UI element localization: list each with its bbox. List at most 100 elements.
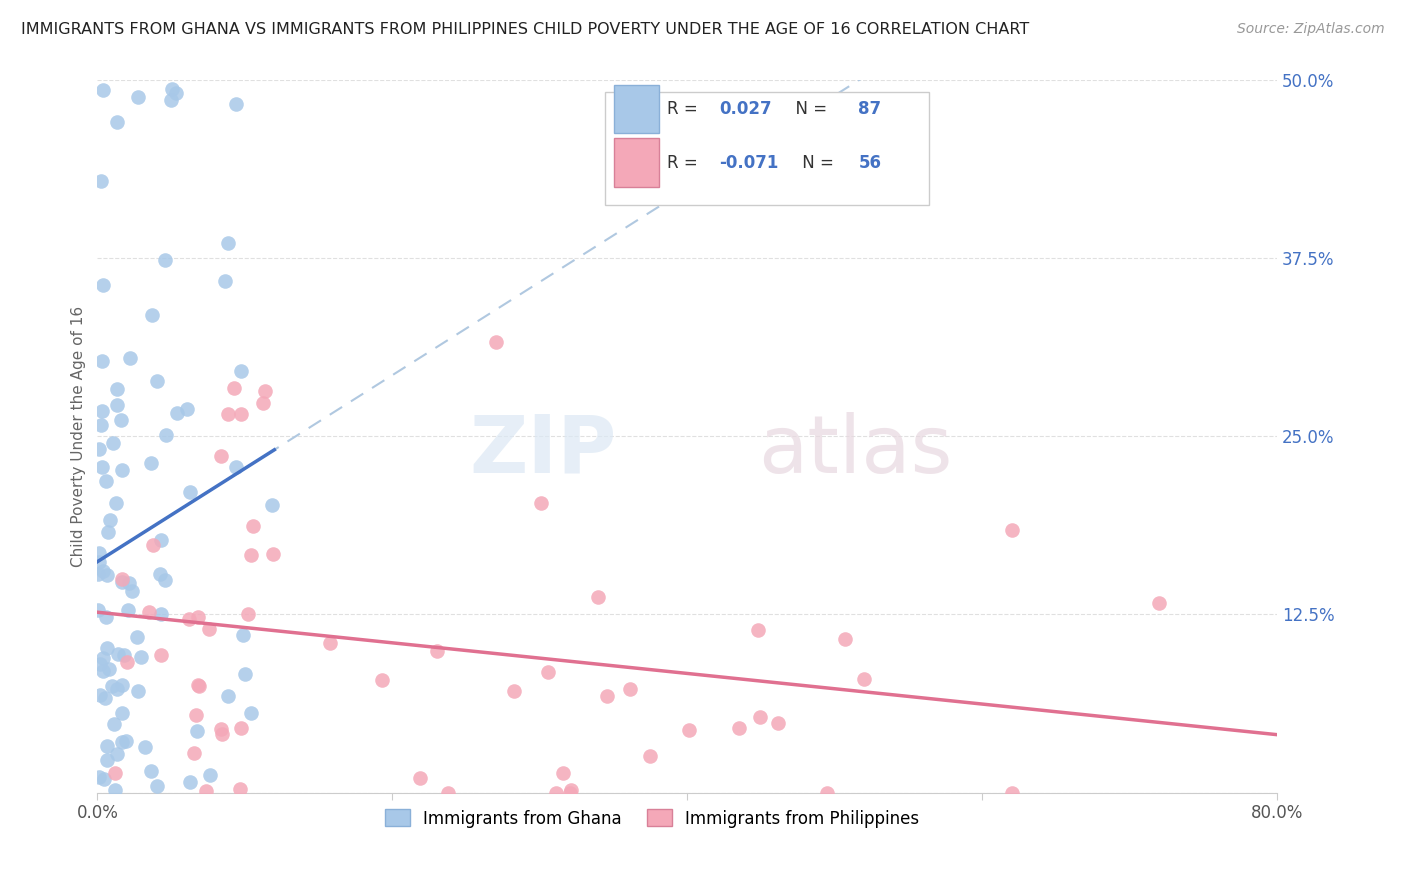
Point [503, 684, 526, 698]
Point [117, 576, 139, 591]
Point [165, 86, 187, 100]
Point [437, 786, 460, 800]
Point [560, 783, 582, 797]
Point [640, 748, 662, 763]
Point [187, 678, 209, 692]
Point [105, 682, 128, 697]
Point [104, 496, 127, 510]
Point [134, 739, 156, 754]
Point [546, 786, 568, 800]
Text: N =: N = [797, 153, 839, 171]
Text: 56: 56 [859, 153, 882, 171]
Point [159, 94, 181, 108]
Point [125, 630, 148, 644]
Point [110, 678, 132, 692]
Point [112, 648, 135, 663]
Point [105, 398, 128, 412]
Point [195, 784, 218, 798]
Point [103, 766, 125, 780]
Point [115, 734, 138, 748]
Point [142, 538, 165, 552]
Point [97, 524, 120, 539]
Point [104, 782, 127, 797]
Point [252, 396, 274, 410]
Point [551, 766, 574, 780]
Point [233, 666, 256, 681]
Text: atlas: atlas [758, 411, 952, 490]
FancyBboxPatch shape [605, 92, 929, 204]
Point [105, 383, 128, 397]
Point [209, 449, 232, 463]
Point [149, 648, 172, 662]
Text: R =: R = [668, 100, 703, 119]
Point [319, 636, 342, 650]
Point [409, 772, 432, 786]
Point [107, 648, 129, 662]
Point [87, 567, 110, 582]
Point [89, 657, 111, 671]
Point [91, 664, 114, 678]
Text: -0.071: -0.071 [720, 153, 779, 171]
Point [229, 721, 252, 735]
Point [141, 308, 163, 322]
Point [105, 115, 128, 129]
Point [98, 513, 121, 527]
Point [149, 566, 172, 581]
Point [253, 384, 276, 398]
Point [96, 739, 118, 753]
Point [90, 174, 112, 188]
Point [177, 611, 200, 625]
Text: IMMIGRANTS FROM GHANA VS IMMIGRANTS FROM PHILIPPINES CHILD POVERTY UNDER THE AGE: IMMIGRANTS FROM GHANA VS IMMIGRANTS FROM… [21, 22, 1029, 37]
Point [91, 564, 114, 578]
Point [138, 605, 160, 619]
Point [179, 485, 201, 500]
Point [87, 770, 110, 784]
Point [484, 334, 506, 349]
Point [94, 475, 117, 489]
Point [678, 723, 700, 737]
Point [146, 374, 169, 388]
Point [93, 772, 115, 787]
Point [111, 706, 134, 720]
Point [90, 460, 112, 475]
Point [198, 622, 221, 636]
Point [155, 252, 177, 267]
Point [91, 278, 114, 293]
Point [728, 721, 751, 735]
Point [150, 607, 173, 622]
Point [236, 607, 259, 621]
Point [217, 407, 239, 421]
Point [91, 83, 114, 97]
Y-axis label: Child Poverty Under the Age of 16: Child Poverty Under the Age of 16 [72, 306, 86, 567]
Point [146, 779, 169, 793]
Point [101, 679, 124, 693]
Point [117, 603, 139, 617]
Point [187, 679, 209, 693]
Point [619, 682, 641, 697]
Point [89, 555, 111, 569]
Point [96, 568, 118, 582]
Point [817, 786, 839, 800]
Point [183, 746, 205, 760]
Point [127, 90, 149, 104]
Point [426, 644, 449, 658]
Point [232, 628, 254, 642]
Point [139, 764, 162, 778]
Point [87, 546, 110, 560]
Point [166, 406, 188, 420]
Point [558, 786, 581, 800]
Point [117, 655, 139, 669]
Point [91, 404, 114, 418]
Point [101, 435, 124, 450]
Point [229, 782, 252, 797]
Point [105, 747, 128, 761]
Point [242, 519, 264, 533]
Point [110, 734, 132, 748]
Point [225, 97, 247, 112]
Legend: Immigrants from Ghana, Immigrants from Philippines: Immigrants from Ghana, Immigrants from P… [378, 803, 925, 834]
Point [94, 690, 117, 705]
Point [87, 603, 110, 617]
Point [530, 496, 553, 510]
Point [225, 460, 247, 475]
Point [87, 442, 110, 456]
